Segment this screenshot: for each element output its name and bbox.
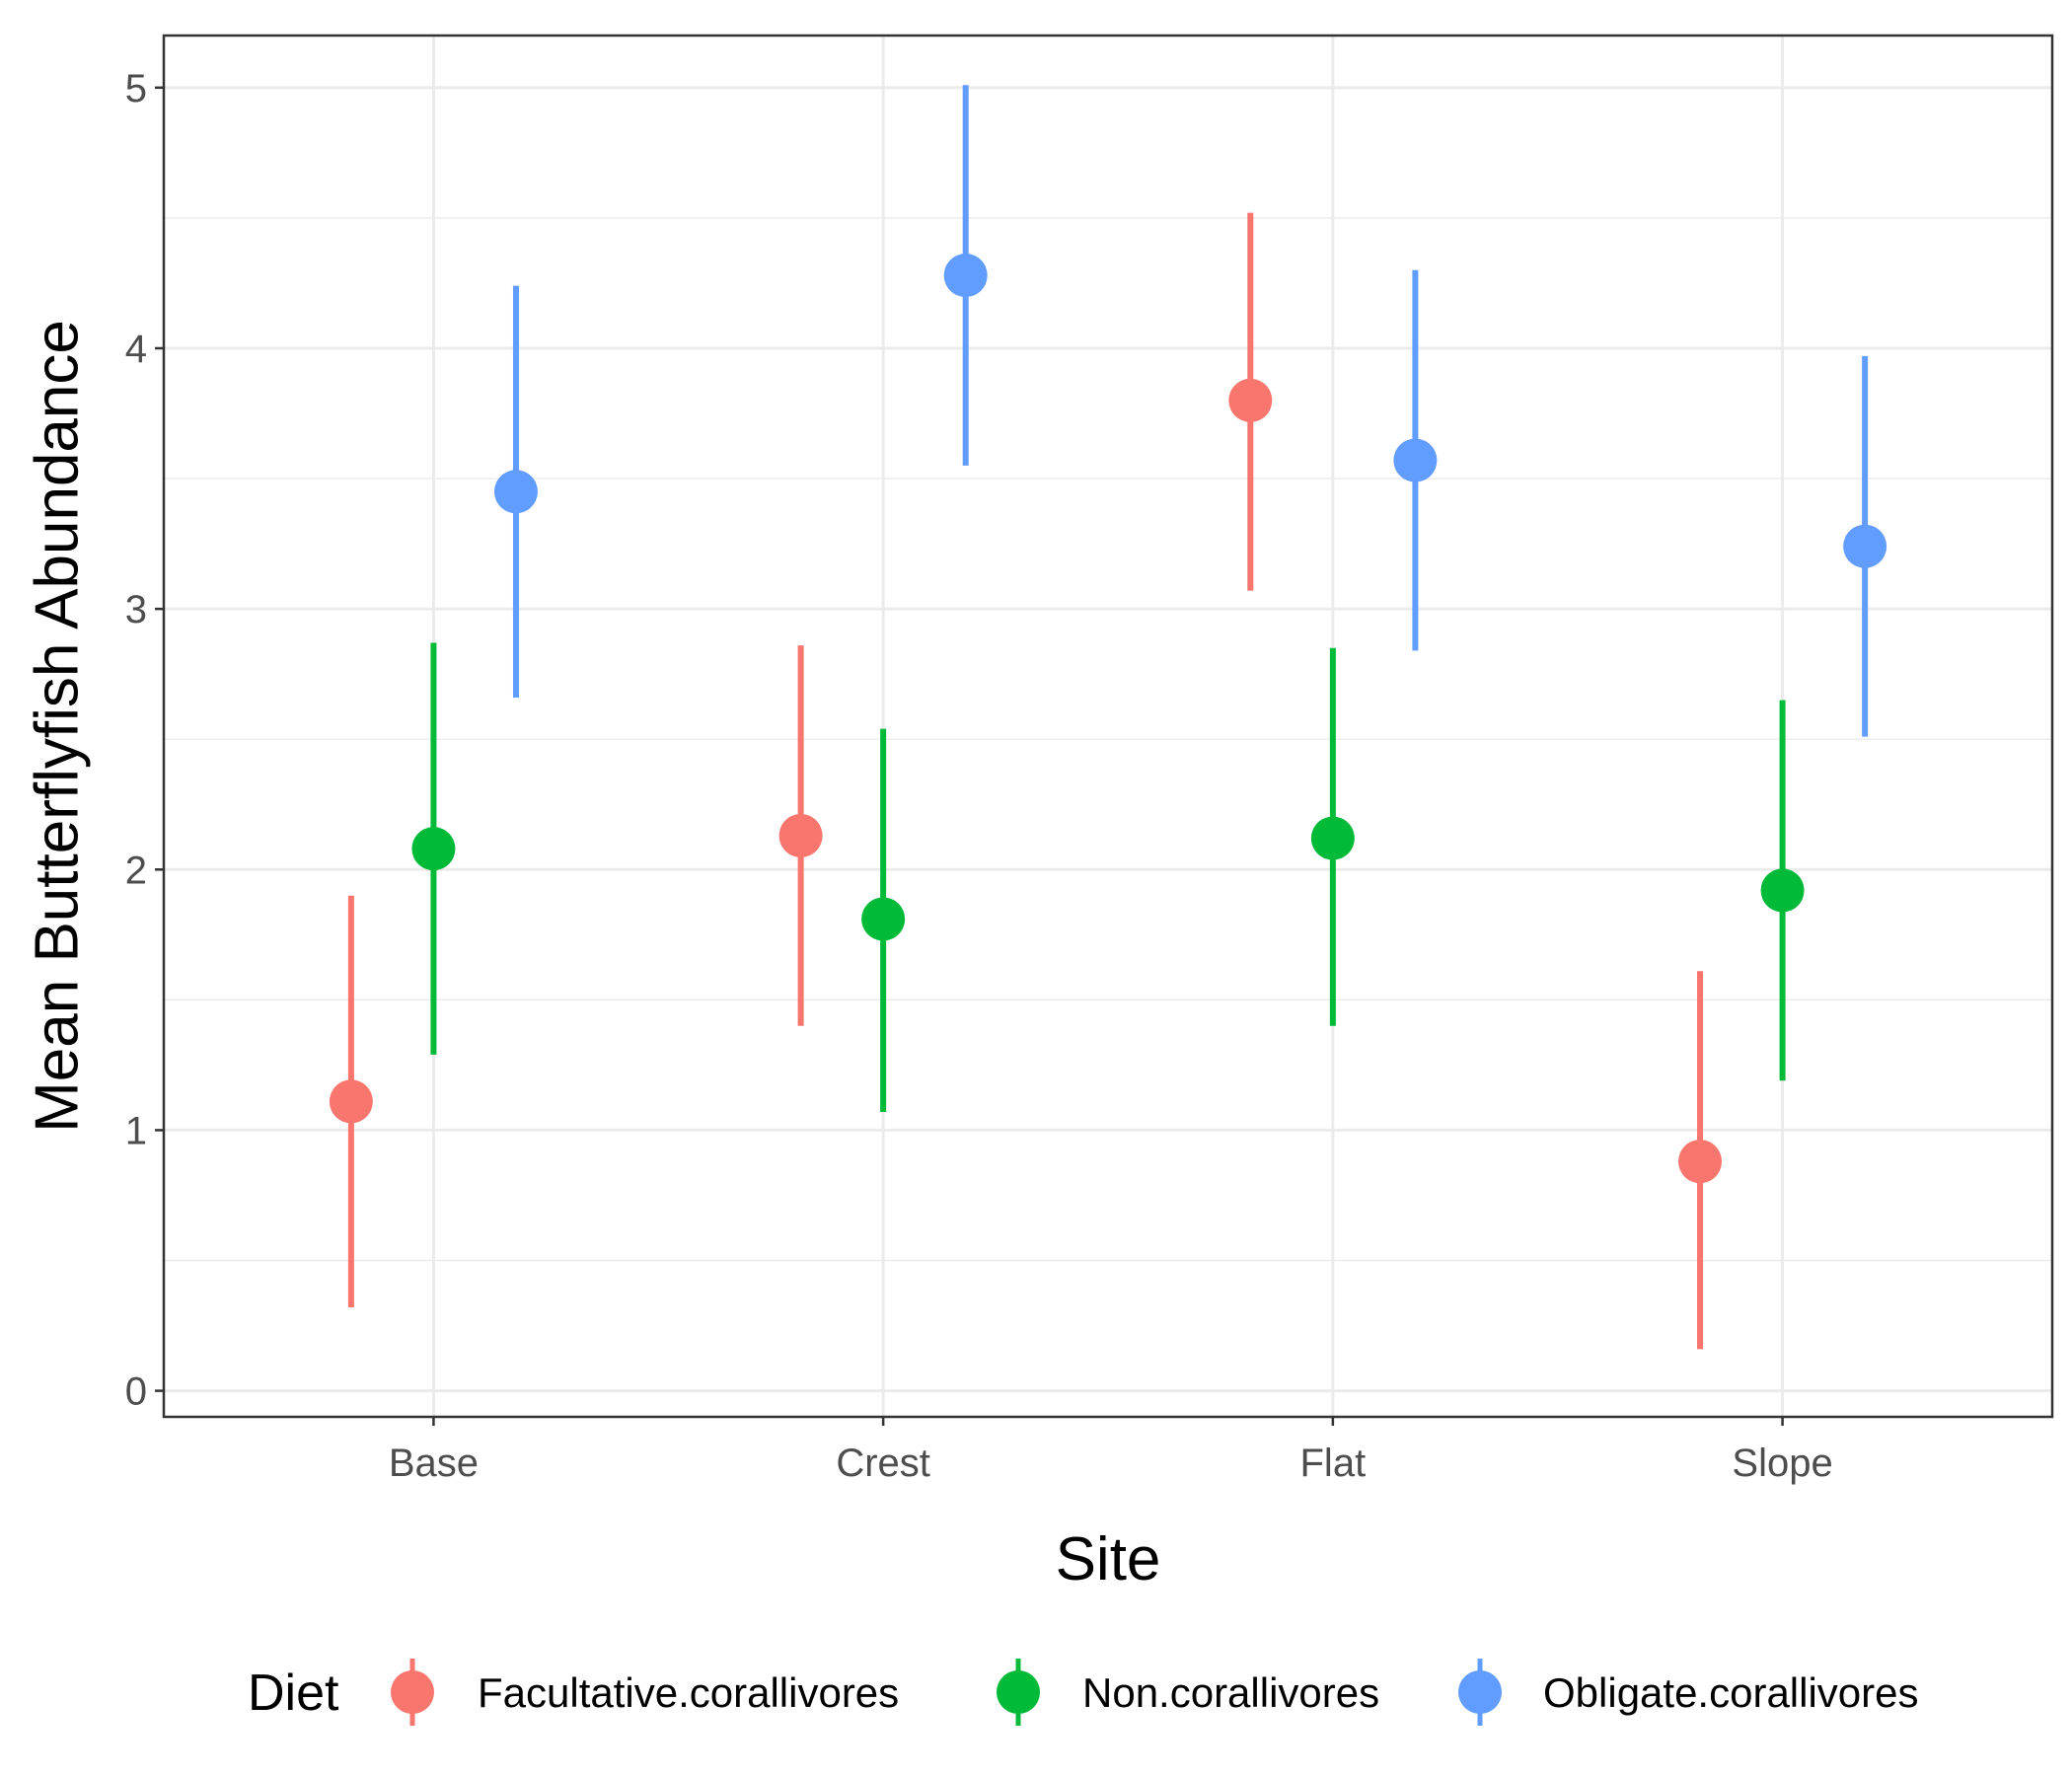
series-facultative-corallivores [329,212,1723,1350]
y-tick-label: 0 [125,1370,147,1414]
data-point [1393,438,1438,482]
y-tick-label: 2 [125,849,147,892]
x-tick-label-slope: Slope [1732,1442,1832,1485]
legend-key-obligate-corallivores [1458,1659,1502,1726]
data-point [1228,378,1273,422]
data-point [943,254,988,298]
legend-label: Obligate.corallivores [1543,1669,1919,1716]
x-tick-label-flat: Flat [1300,1442,1367,1485]
x-axis-title: Site [1056,1525,1161,1593]
legend: Diet Facultative.corallivores Non.coralli… [248,1659,1919,1726]
legend-label: Non.corallivores [1082,1669,1379,1716]
data-point [1843,524,1887,568]
series-obligate-corallivores [493,85,1887,737]
data-series [329,85,1887,1350]
legend-label: Facultative.corallivores [478,1669,899,1716]
legend-key-point [1458,1670,1502,1714]
legend-key-point [997,1670,1040,1714]
data-point [778,813,823,857]
data-point [329,1079,373,1124]
legend-key-facultative-corallivores [391,1659,434,1726]
data-point [411,827,456,871]
series-non-corallivores [411,642,1805,1112]
y-tick-label: 5 [125,67,147,111]
plot-panel-border [162,34,2054,1419]
data-point [1760,868,1805,913]
axes: 0 1 2 3 4 5 Base Crest Flat Slope [125,67,1833,1485]
legend-key-point [391,1670,434,1714]
data-point [1310,816,1355,860]
legend-title: Diet [248,1665,339,1722]
y-tick-label: 1 [125,1109,147,1152]
y-tick-label: 4 [125,328,147,371]
legend-key-non-corallivores [997,1659,1040,1726]
y-axis-title: Mean Butterflyfish Abundance [23,320,91,1133]
x-tick-label-crest: Crest [836,1442,930,1485]
y-tick-label: 3 [125,588,147,631]
data-point [1678,1140,1723,1184]
data-point [861,897,906,941]
x-tick-label-base: Base [389,1442,479,1485]
data-point [493,470,538,514]
